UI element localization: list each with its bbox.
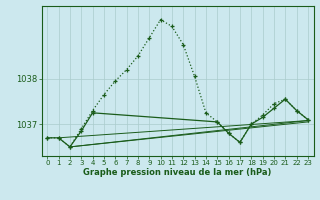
- X-axis label: Graphe pression niveau de la mer (hPa): Graphe pression niveau de la mer (hPa): [84, 168, 272, 177]
